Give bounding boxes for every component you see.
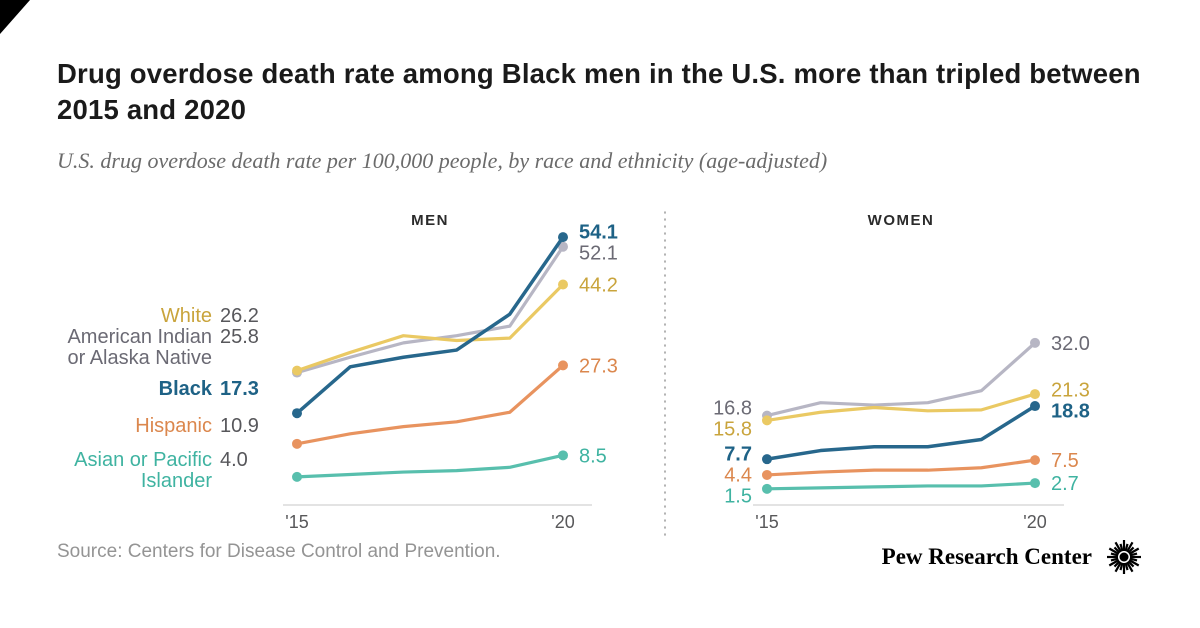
value-label-start-hispanic: 4.4 — [724, 464, 752, 486]
series-name-american-indian: American Indian or Alaska Native — [67, 326, 212, 369]
legend-row-hispanic: Hispanic 10.9 — [62, 416, 268, 437]
sunburst-ray — [1113, 560, 1121, 568]
line-hispanic — [295, 363, 565, 446]
value-label-start-american-indian: 16.8 — [713, 398, 752, 420]
value-label-start-asian: 1.5 — [724, 485, 752, 507]
sunburst-ray — [1126, 541, 1134, 553]
sunburst-ray — [1110, 557, 1119, 562]
sunburst-ray — [1108, 559, 1120, 567]
point-start-black — [292, 408, 302, 419]
line-american-indian — [765, 341, 1037, 418]
pew-sunburst-icon — [1107, 540, 1141, 574]
sunburst-ray — [1129, 552, 1138, 557]
point-end-hispanic — [1030, 455, 1040, 466]
point-start-black — [762, 454, 772, 465]
point-end-white — [558, 279, 568, 290]
sunburst-ray — [1124, 562, 1129, 571]
sunburst-ray — [1128, 547, 1140, 555]
series-name-white: White — [160, 305, 212, 327]
series-start-value-white: 26.2 — [220, 305, 259, 327]
point-start-hispanic — [292, 438, 302, 449]
series-name-hispanic: Hispanic — [135, 415, 212, 437]
sunburst-ray — [1127, 560, 1135, 568]
value-label-end-hispanic: 7.5 — [1051, 450, 1079, 472]
value-label-end-asian: 2.7 — [1051, 473, 1079, 495]
line-white — [295, 282, 565, 373]
sunburst-center — [1119, 552, 1129, 562]
corner-triangle-decoration — [0, 0, 30, 34]
point-start-asian — [762, 483, 772, 494]
series-name-black: Black — [158, 378, 212, 400]
point-end-hispanic — [558, 360, 568, 371]
x-tick-label-start: '15 — [755, 512, 778, 532]
point-end-asian — [558, 450, 568, 461]
series-start-value-asian: 4.0 — [220, 449, 248, 471]
point-end-white — [1030, 389, 1040, 400]
sunburst-ray — [1124, 543, 1129, 552]
sunburst-ray — [1127, 546, 1135, 554]
value-label-end-american-indian: 52.1 — [579, 242, 618, 264]
line-black — [765, 404, 1037, 461]
line-black — [295, 235, 565, 415]
legend-row-white: White 26.2 — [62, 306, 268, 327]
legend-row-black: Black 17.3 — [62, 379, 268, 400]
value-label-end-american-indian: 32.0 — [1051, 333, 1090, 355]
value-label-end-white: 21.3 — [1051, 380, 1090, 402]
sunburst-ray — [1114, 541, 1122, 553]
sunburst-ray — [1128, 559, 1140, 567]
series-start-value-american-indian: 25.8 — [220, 326, 259, 348]
point-start-hispanic — [762, 469, 772, 480]
sunburst-ray — [1108, 547, 1120, 555]
value-label-end-hispanic: 27.3 — [579, 355, 618, 377]
x-tick-label-start: '15 — [285, 512, 308, 532]
point-end-black — [558, 232, 568, 243]
line-white — [765, 392, 1037, 422]
sunburst-ray — [1126, 561, 1134, 573]
point-start-white — [762, 415, 772, 426]
line-asian — [295, 453, 565, 479]
series-name-asian: Asian or Pacific Islander — [74, 449, 212, 492]
line-asian — [765, 481, 1037, 491]
sunburst-ray — [1119, 562, 1124, 571]
line-hispanic — [765, 458, 1037, 477]
x-tick-label-end: '20 — [1023, 512, 1046, 532]
value-label-end-white: 44.2 — [579, 275, 618, 297]
point-end-american-indian — [558, 241, 568, 252]
value-label-start-white: 15.8 — [713, 419, 752, 441]
value-label-end-black: 54.1 — [579, 221, 618, 243]
legend-row-asian: Asian or Pacific Islander 4.0 — [62, 450, 268, 492]
legend-row-american-indian: American Indian or Alaska Native 25.8 — [62, 327, 268, 369]
value-label-start-black: 7.7 — [724, 443, 752, 465]
value-label-end-black: 18.8 — [1051, 401, 1090, 423]
panel-title-women: WOMEN — [867, 212, 935, 229]
chart-subtitle: U.S. drug overdose death rate per 100,00… — [57, 148, 828, 173]
sunburst-ray — [1113, 546, 1121, 554]
brand-block: Pew Research Center — [882, 538, 1143, 576]
point-end-black — [1030, 401, 1040, 412]
x-tick-label-end: '20 — [551, 512, 574, 532]
brand-wordmark: Pew Research Center — [881, 544, 1092, 569]
point-end-american-indian — [1030, 337, 1040, 348]
sunburst-ray — [1114, 561, 1122, 573]
value-label-end-asian: 8.5 — [579, 445, 607, 467]
series-start-value-black: 17.3 — [220, 378, 259, 400]
panel-title-men: MEN — [411, 212, 449, 229]
series-start-value-hispanic: 10.9 — [220, 415, 259, 437]
point-end-asian — [1030, 478, 1040, 489]
point-start-asian — [292, 471, 302, 482]
chart-title: Drug overdose death rate among Black men… — [57, 58, 1141, 126]
sunburst-ray — [1129, 557, 1138, 562]
source-note: Source: Centers for Disease Control and … — [57, 541, 501, 562]
sunburst-ray — [1119, 543, 1124, 552]
sunburst-ray — [1110, 552, 1119, 557]
point-start-white — [292, 365, 302, 376]
